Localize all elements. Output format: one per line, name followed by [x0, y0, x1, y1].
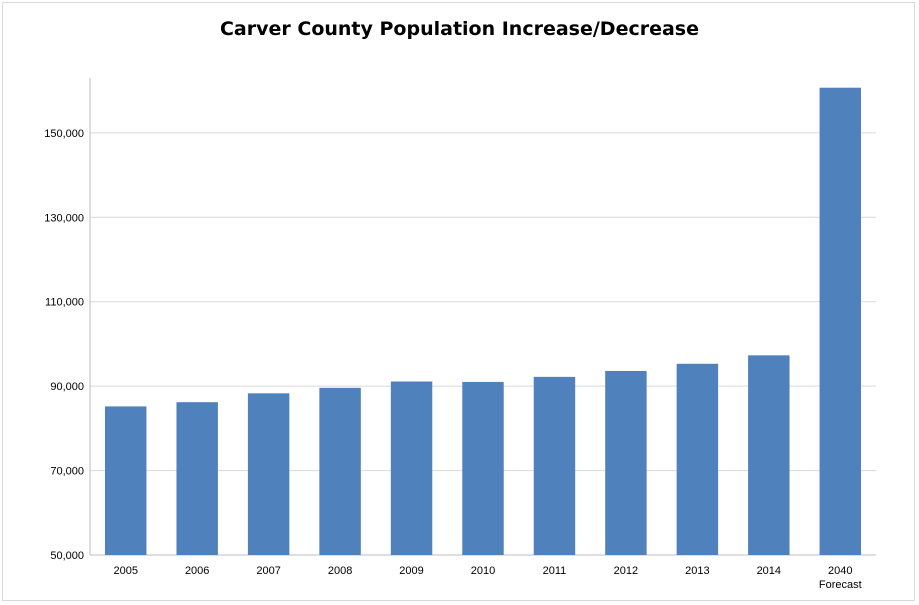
x-tick-label: 2014 [757, 565, 781, 577]
x-tick-labels: 2005 2006 2007 2008 2009 2010 2011 2012 2013 2014… [113, 565, 861, 591]
x-tick-label: 2007 [256, 565, 280, 577]
x-tick-label: 2009 [399, 565, 423, 577]
bar-2008 [319, 387, 361, 555]
x-tick-sublabel: Forecast [819, 579, 862, 591]
chart-title: Carver County Population Increase/Decrea… [219, 18, 700, 40]
y-tick-labels: 50,000 70,000 90,000 110,000 130,000 150,000 [44, 128, 84, 562]
x-tick-label: 2008 [328, 565, 352, 577]
y-tick-label: 130,000 [44, 212, 84, 224]
bar-2012 [605, 370, 647, 555]
bar-2006 [176, 402, 218, 555]
bar-2011 [533, 376, 576, 555]
x-tick-label: 2040 [828, 565, 852, 577]
bar-2005 [105, 406, 147, 555]
bar-2007 [247, 393, 290, 555]
y-tick-label: 110,000 [45, 297, 84, 309]
x-tick-label: 2011 [543, 565, 567, 577]
y-tick-label: 90,000 [50, 381, 84, 393]
y-tick-label: 70,000 [50, 466, 84, 478]
bar-2013 [676, 363, 719, 555]
bar-2040 [819, 87, 861, 555]
x-tick-label: 2005 [113, 565, 137, 577]
bar-2009 [390, 381, 433, 555]
x-tick-label: 2010 [471, 565, 495, 577]
y-tick-label: 150,000 [44, 128, 84, 140]
bars [105, 87, 861, 555]
x-tick-label: 2013 [685, 565, 709, 577]
x-tick-label: 2006 [185, 565, 209, 577]
y-tick-label: 50,000 [50, 550, 84, 562]
bar-2014 [748, 355, 790, 555]
x-tick-label: 2012 [614, 565, 638, 577]
bar-2010 [462, 381, 504, 555]
